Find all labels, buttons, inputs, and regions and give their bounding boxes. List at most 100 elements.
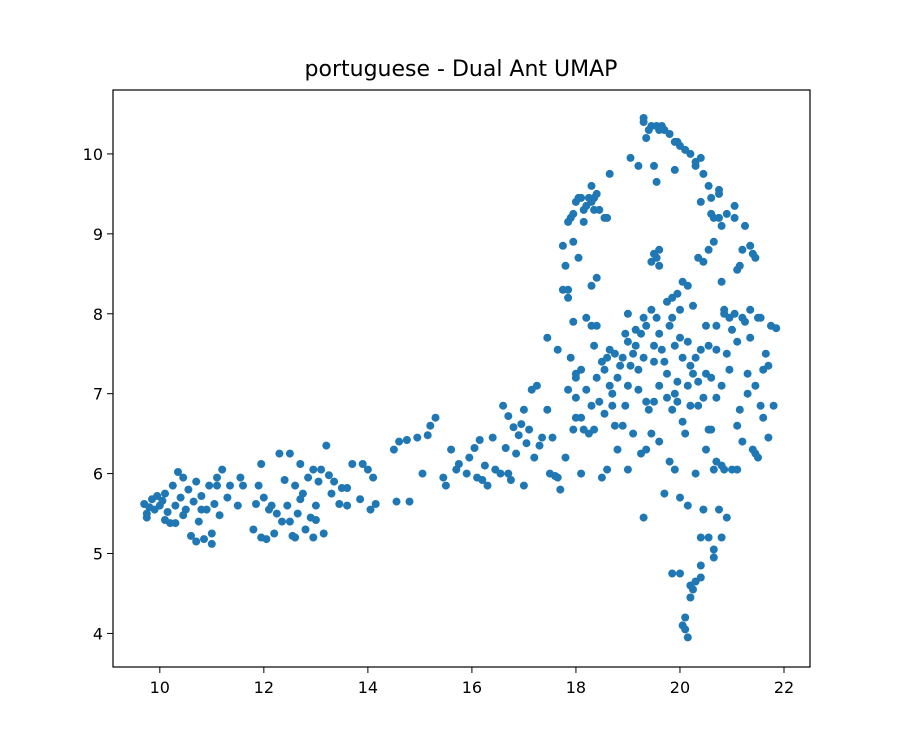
scatter-point [176,493,185,502]
scatter-point [197,505,206,514]
scatter-point [709,465,718,474]
scatter-point [722,209,731,218]
scatter-point [158,496,167,505]
scatter-point [519,481,528,490]
scatter-point [642,397,651,406]
scatter-point [470,444,479,452]
scatter-point [236,473,245,482]
scatter-point [650,357,658,366]
scatter-point [756,401,765,410]
scatter-point [694,253,703,262]
scatter-point [587,181,596,190]
scatter-point [330,477,339,486]
scatter-point [592,189,601,198]
scatter-point [678,417,687,426]
x-tick-label: 14 [358,678,378,697]
scatter-point [252,500,260,508]
scatter-point [608,401,617,410]
scatter-point [683,337,692,346]
scatter-point [642,134,651,142]
scatter-point [610,421,619,430]
scatter-point [655,329,664,338]
scatter-point [171,519,180,528]
scatter-points [140,114,781,642]
scatter-point [650,161,658,170]
scatter-point [587,321,596,330]
scatter-point [618,353,627,362]
scatter-point [197,492,206,500]
scatter-point [639,313,648,322]
scatter-point [621,329,630,338]
scatter-point [205,481,214,490]
y-tick-label: 4 [93,624,103,643]
scatter-point [548,433,557,442]
scatter-point [665,321,674,330]
scatter-point [733,421,742,430]
scatter-point [683,633,692,642]
scatter-point [678,277,687,286]
scatter-point [447,445,456,454]
scatter-point [595,205,604,214]
scatter-point [161,489,169,498]
scatter-point [314,477,323,486]
scatter-point [283,501,292,510]
scatter-point [605,169,614,178]
scatter-point [725,313,734,322]
scatter-point [218,465,227,474]
scatter-point [291,481,300,490]
scatter-point [569,317,578,326]
scatter-point [717,277,726,286]
scatter-point [704,533,713,542]
scatter-point [717,533,726,542]
scatter-point [772,324,781,333]
scatter-point [587,401,596,410]
scatter-point [309,533,318,542]
scatter-point [696,533,705,542]
scatter-point [592,373,601,382]
scatter-point [647,305,656,314]
scatter-point [600,365,609,374]
scatter-point [657,122,666,130]
scatter-point [735,405,744,414]
scatter-point [163,508,172,516]
scatter-point [215,511,224,520]
scatter-point [748,445,757,454]
scatter-point [728,325,736,334]
scatter-point [691,577,700,586]
scatter-point [509,423,518,432]
scatter-point [670,137,679,146]
scatter-point [142,513,151,522]
scatter-point [699,169,708,178]
scatter-point [665,457,674,466]
scatter-point [670,341,679,350]
scatter-point [267,501,276,510]
scatter-point [704,181,713,190]
scatter-point [663,393,671,402]
scatter-point [681,625,690,634]
scatter-point [600,409,609,418]
scatter-point [504,469,513,478]
scatter-point [285,449,294,458]
scatter-point [660,489,669,498]
scatter-point [259,493,268,502]
scatter-point [249,525,258,534]
y-tick-label: 7 [93,385,103,404]
x-tick-label: 20 [670,678,690,697]
scatter-point [621,401,630,410]
scatter-point [637,329,645,338]
scatter-point [187,531,195,540]
scatter-point [709,213,718,222]
scatter-point [754,453,762,462]
scatter-point [582,385,591,394]
scatter-point [704,341,713,350]
scatter-point [571,373,580,382]
scatter-point [696,345,705,354]
scatter-point [558,241,567,250]
scatter-point [769,401,778,410]
scatter-point [709,553,718,562]
scatter-point [668,405,677,414]
scatter-point [764,433,773,442]
scatter-point [413,433,422,442]
scatter-point [480,461,489,470]
scatter-point [746,333,755,342]
